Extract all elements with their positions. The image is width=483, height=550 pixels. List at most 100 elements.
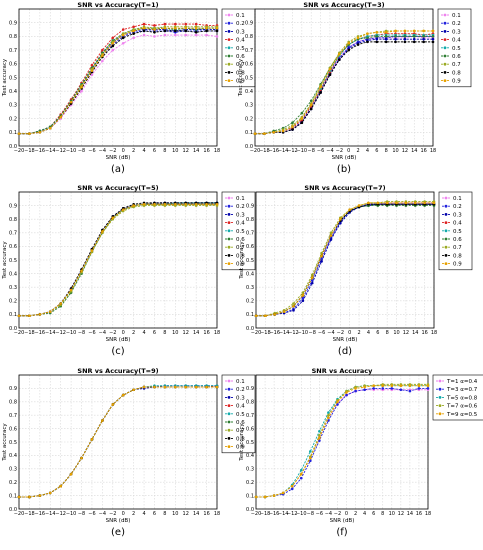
- series-0.1: [17, 33, 219, 135]
- chart-panel-f: −20−18−16−14−12−10 −8 −6 −4 −2 0 2 4 6 8 10 12 14 16 1…: [239, 367, 483, 538]
- data-point: [17, 495, 21, 499]
- x-tick-label: −4: [99, 511, 106, 517]
- x-tick-label: −10: [296, 511, 307, 517]
- legend-marker: [443, 62, 447, 66]
- x-tick-label: 12: [183, 511, 189, 517]
- legend-marker: [438, 396, 442, 399]
- series-T=9 α=0.5: [254, 384, 430, 499]
- x-tick-label: 14: [411, 148, 417, 154]
- legend-label: 0.5: [236, 46, 245, 52]
- x-tick-label: 12: [398, 511, 404, 517]
- legend-label: 0.9: [452, 79, 461, 85]
- data-point: [101, 48, 104, 52]
- x-tick-label: 10: [393, 330, 399, 336]
- y-tick-label: 0.1: [245, 130, 253, 136]
- x-tick-label: 0: [122, 148, 125, 154]
- series-line: [19, 27, 217, 135]
- data-point: [327, 416, 330, 420]
- legend-marker: [443, 13, 447, 17]
- y-tick-label: 0.7: [9, 231, 17, 237]
- data-point: [163, 202, 167, 206]
- data-point: [338, 58, 341, 61]
- data-point: [291, 121, 294, 125]
- data-point: [375, 40, 379, 44]
- data-point: [329, 234, 333, 237]
- x-tick-label: −18: [24, 148, 35, 154]
- legend-label: 0.3: [236, 29, 245, 35]
- x-tick-label: 10: [392, 148, 398, 154]
- legend-label: 0.7: [453, 245, 462, 251]
- legend-marker: [227, 379, 231, 383]
- legend-label: 0.7: [452, 62, 461, 68]
- series-line: [255, 41, 433, 135]
- data-point: [408, 389, 412, 393]
- legend-label: 0.6: [236, 54, 245, 60]
- x-tick-label: 8: [381, 511, 384, 517]
- y-tick-label: 0.8: [9, 217, 17, 223]
- y-tick-label: 0.3: [246, 285, 254, 291]
- legend-marker: [227, 412, 231, 416]
- legend-marker: [438, 412, 442, 416]
- data-point: [299, 468, 303, 472]
- x-tick-label: 8: [163, 330, 166, 336]
- data-point: [422, 29, 425, 33]
- legend-marker: [444, 245, 448, 249]
- data-point: [142, 22, 146, 26]
- series-line: [19, 202, 217, 317]
- data-point: [426, 387, 430, 390]
- y-tick-label: 0.4: [9, 453, 17, 459]
- legend-marker: [438, 387, 442, 391]
- data-point: [153, 30, 156, 34]
- data-point: [348, 208, 351, 211]
- series-0.1: [254, 201, 436, 318]
- series-0.1: [253, 35, 435, 135]
- data-point: [215, 29, 219, 33]
- y-tick-label: 0.7: [246, 413, 254, 419]
- legend-label: 0.7: [236, 428, 245, 434]
- legend-label: 0.3: [236, 395, 245, 401]
- data-point: [347, 48, 350, 52]
- series-T=5 α=0.8: [254, 384, 430, 499]
- y-tick-label: 0.1: [246, 312, 254, 318]
- legend-label: 0.9: [236, 79, 245, 85]
- data-point: [90, 73, 94, 77]
- legend-label: 0.4: [453, 221, 462, 227]
- data-point: [184, 33, 188, 37]
- data-point: [320, 254, 323, 258]
- x-tick-label: 14: [193, 330, 199, 336]
- series-0.5: [17, 384, 219, 499]
- data-point: [339, 217, 342, 221]
- data-point: [273, 313, 277, 316]
- x-axis-label: SNR (dB): [106, 518, 131, 524]
- data-point: [301, 299, 305, 303]
- legend-label: 0.6: [236, 420, 245, 426]
- data-point: [404, 201, 408, 205]
- x-tick-label: −14: [45, 148, 56, 154]
- x-tick-label: 0: [122, 511, 125, 517]
- data-point: [299, 476, 303, 480]
- data-point: [28, 495, 31, 499]
- series-line: [255, 35, 433, 135]
- data-point: [366, 36, 369, 40]
- data-point: [417, 384, 421, 388]
- plot-frame: [254, 8, 434, 147]
- x-tick-label: 4: [142, 330, 145, 336]
- data-point: [194, 33, 198, 37]
- series-0.8: [253, 40, 435, 135]
- x-tick-label: −16: [269, 330, 280, 336]
- x-tick-label: −18: [260, 330, 271, 336]
- data-point: [385, 201, 389, 205]
- data-point: [384, 35, 388, 38]
- data-point: [381, 384, 385, 388]
- data-point: [299, 472, 303, 476]
- y-tick-label: 0.5: [246, 440, 254, 446]
- data-point: [205, 33, 208, 37]
- data-point: [153, 385, 156, 389]
- data-point: [403, 37, 407, 41]
- data-point: [90, 438, 94, 441]
- y-tick-label: 0.5: [245, 75, 253, 81]
- x-tick-label: −18: [24, 330, 35, 336]
- y-tick-label: 0.2: [9, 116, 17, 122]
- x-tick-label: 10: [389, 511, 395, 517]
- data-point: [153, 202, 156, 206]
